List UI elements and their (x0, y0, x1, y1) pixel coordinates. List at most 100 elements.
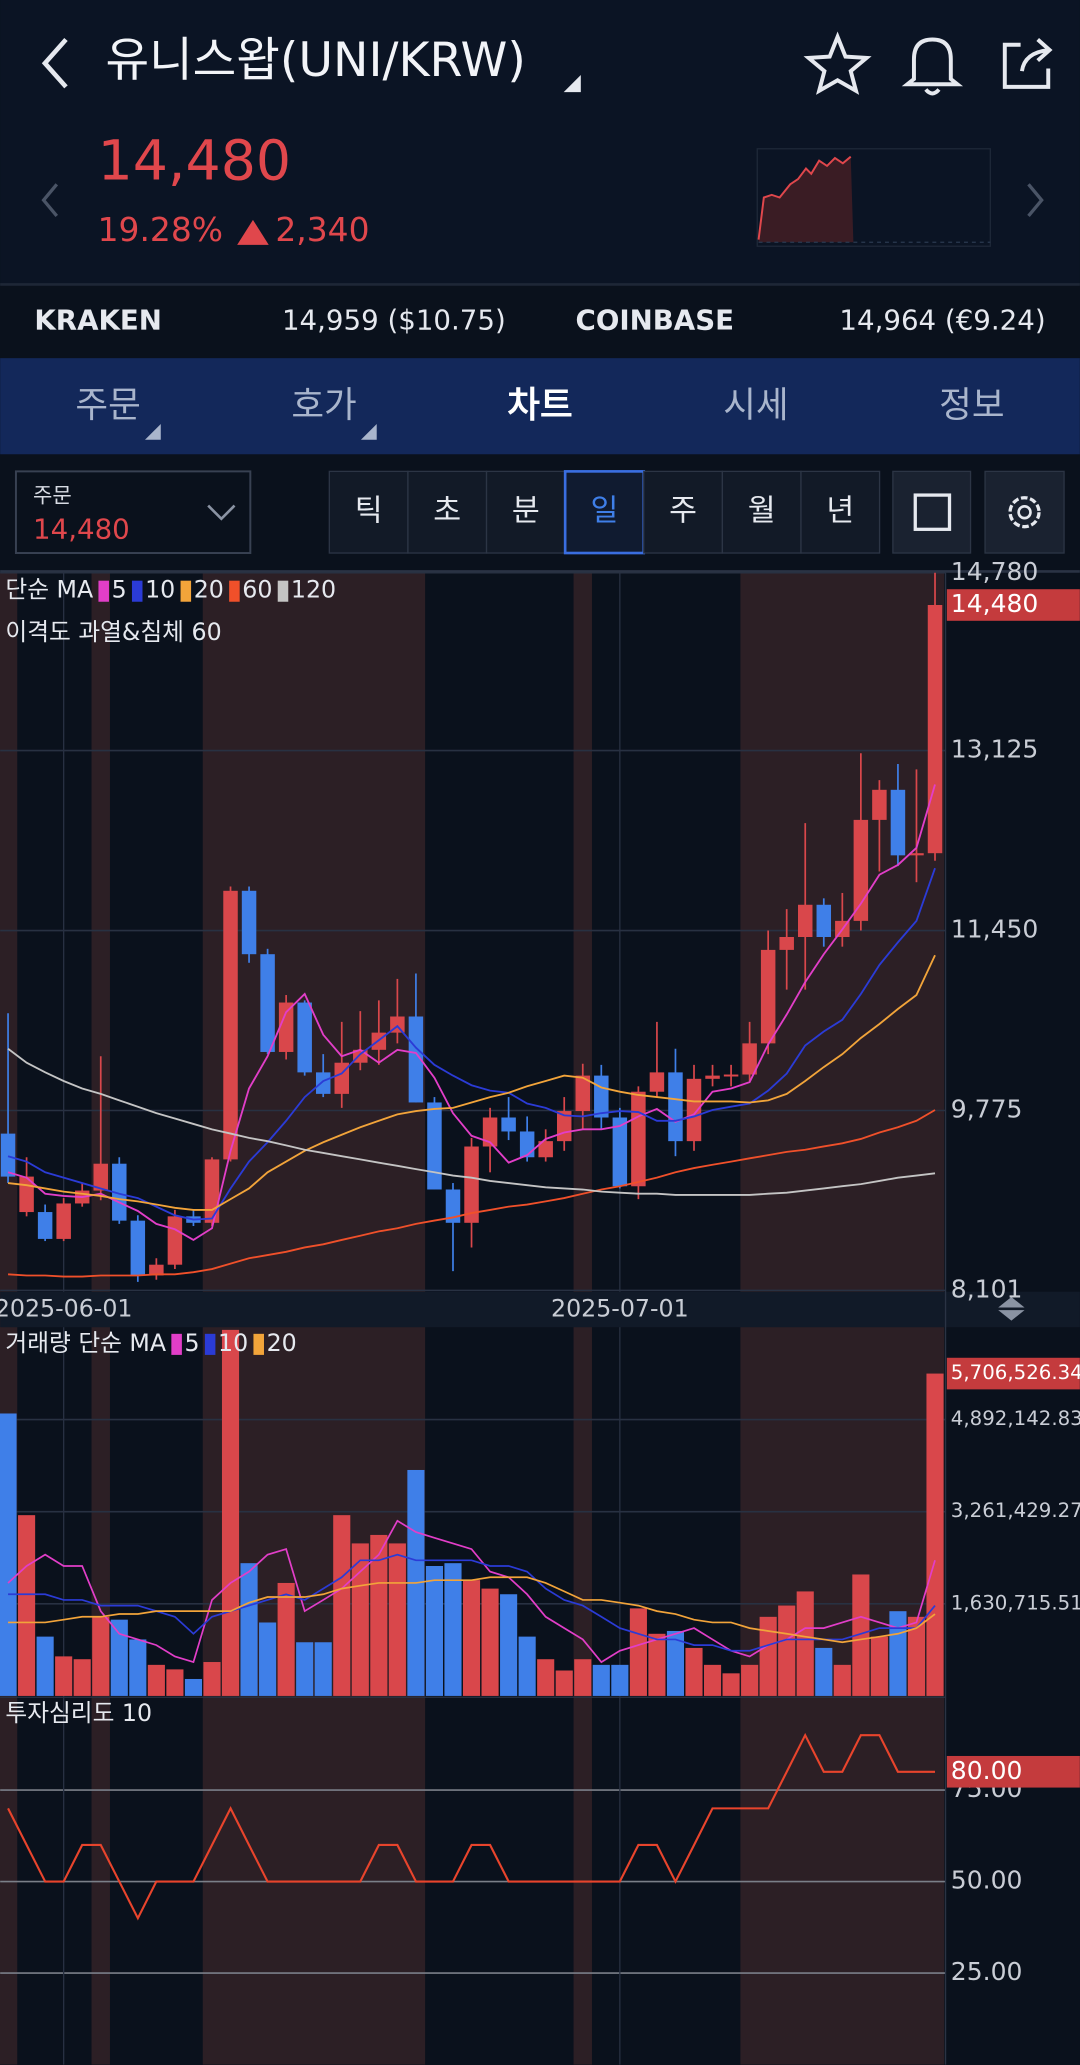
volume-bar (425, 1566, 444, 1696)
layout-button[interactable] (892, 470, 972, 554)
candle-body (223, 890, 238, 1160)
period-label: 초 (433, 494, 461, 529)
period-button[interactable] (328, 470, 409, 554)
y-tick-label: 13,125 (951, 735, 1038, 764)
candle-body (909, 853, 924, 856)
value-tag-label: 14,480 (951, 589, 1038, 618)
candle-body (760, 949, 776, 1044)
volume-bar (73, 1659, 91, 1696)
back-button[interactable] (41, 37, 68, 89)
period-button[interactable] (800, 470, 881, 554)
exchange-name: COINBASE (576, 303, 734, 336)
prev-button[interactable] (41, 183, 59, 217)
date-axis (0, 1291, 1080, 1328)
up-arrow (237, 219, 269, 245)
legend-title: 거래량 단순 MA (5, 1329, 166, 1357)
tab[interactable]: 차트 (507, 385, 572, 426)
tab[interactable]: 주문 (75, 385, 140, 426)
volume-bar (314, 1642, 332, 1696)
header-bg (0, 0, 1080, 285)
volume-bar (166, 1669, 184, 1696)
settings-icon (1008, 496, 1041, 529)
legend-label: 10 (145, 576, 175, 604)
period-button[interactable] (643, 470, 724, 554)
period-label: 년 (826, 494, 854, 529)
candle-body (56, 1203, 71, 1239)
candle-body (872, 789, 887, 820)
volume-bar (833, 1664, 851, 1696)
candle-body (204, 1159, 220, 1223)
volume-bar (685, 1647, 703, 1696)
legend-title: 단순 MA (5, 576, 93, 604)
volume-bar (388, 1543, 406, 1696)
volume-bar (36, 1636, 54, 1696)
candle-body (575, 1075, 591, 1112)
volume-bar (129, 1639, 147, 1696)
legend-label: 10 (218, 1329, 248, 1357)
volume-bar (444, 1563, 462, 1696)
tab-bar (0, 358, 1080, 455)
candle-body (241, 890, 257, 955)
period-button[interactable] (407, 470, 488, 554)
pane-resize[interactable] (998, 1296, 1025, 1321)
legend-swatch (180, 580, 192, 602)
change-rate: 19.28% (98, 210, 223, 249)
period-button[interactable] (721, 470, 802, 554)
order-dropdown[interactable] (207, 504, 236, 521)
price: 14,480 (98, 130, 292, 194)
tab[interactable]: 정보 (939, 385, 1004, 426)
candle-body (0, 1133, 16, 1177)
volume-bar (221, 1329, 240, 1696)
volume-bar (611, 1664, 629, 1696)
line (8, 1553, 936, 1652)
change: 2,340 (275, 210, 369, 249)
tab[interactable]: 호가 (291, 385, 356, 426)
tab[interactable]: 시세 (723, 385, 788, 426)
tab-dropdown (360, 423, 377, 440)
volume-bar (462, 1580, 481, 1696)
sparkline (757, 155, 852, 240)
candle-body (538, 1141, 553, 1158)
settings-button[interactable] (984, 470, 1065, 554)
share-icon[interactable] (1002, 38, 1053, 89)
marks (0, 572, 944, 1921)
volume-bar (92, 1616, 110, 1696)
next-button[interactable] (1027, 183, 1044, 217)
candle-body (315, 1072, 331, 1094)
legend-title: 투자심리도 10 (5, 1699, 152, 1727)
volume-bar (0, 1413, 17, 1696)
favorite-icon[interactable] (803, 31, 872, 95)
candle-body (260, 954, 275, 1052)
volume-bar (184, 1678, 202, 1696)
candle-body (890, 789, 906, 856)
volume-bar (518, 1636, 536, 1696)
legend-label: 60 (242, 576, 272, 604)
legend-swatch (171, 1333, 182, 1355)
exchange-name: KRAKEN (34, 303, 162, 336)
candle-body (297, 1002, 312, 1073)
value-tag (946, 1357, 1080, 1390)
volume-bar (741, 1664, 759, 1696)
candle-body (612, 1117, 628, 1187)
order-label: 주문 (33, 482, 72, 507)
legend-label: 5 (185, 1329, 200, 1357)
y-tick-label: 3,261,429.272 (951, 1499, 1080, 1522)
subtitle: 이격도 과열&침체 60 (5, 618, 221, 646)
alert-icon[interactable] (901, 37, 964, 96)
line (7, 867, 936, 1221)
candle-body (519, 1131, 535, 1158)
candle-body (501, 1117, 516, 1132)
order-box[interactable] (14, 470, 252, 555)
period-button[interactable] (485, 470, 566, 554)
x-tick-label: 2025-07-01 (551, 1295, 689, 1323)
legend-swatch (253, 1333, 264, 1355)
volume-bar (351, 1543, 369, 1696)
candle-body (37, 1212, 53, 1239)
order-price: 14,480 (33, 513, 130, 546)
title: 유니스왑(UNI/KRW) (105, 33, 525, 88)
legend-swatch (229, 580, 240, 602)
volume-bar (55, 1656, 73, 1696)
candle-body (112, 1163, 127, 1221)
legend-swatch (131, 580, 143, 602)
